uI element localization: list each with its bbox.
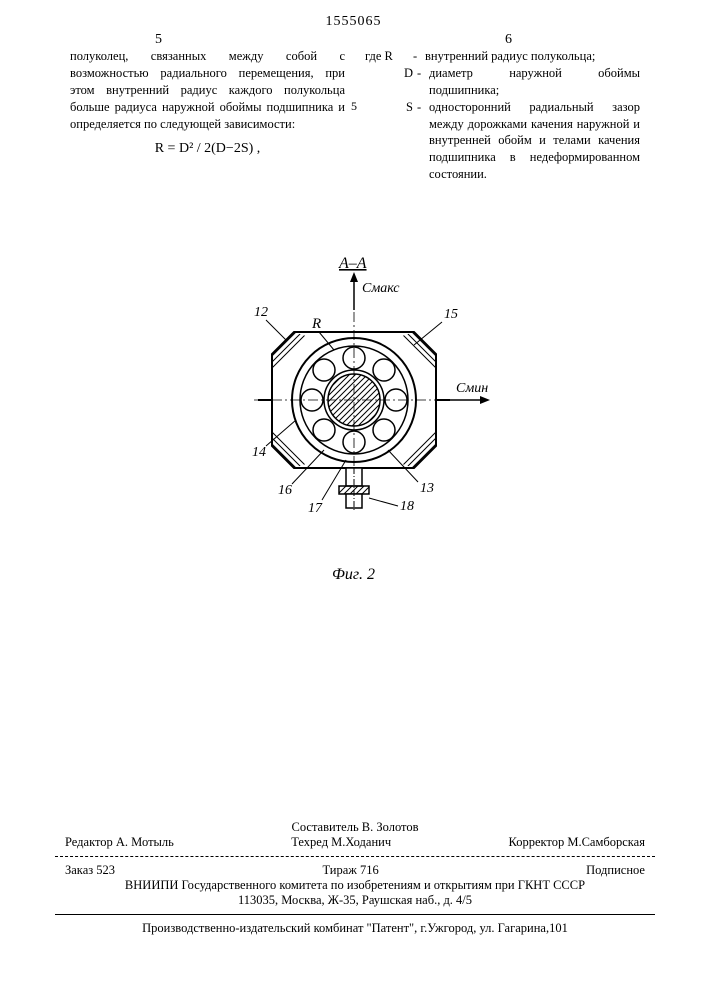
figure-svg: A–A Cмакс Cмин [174,250,534,560]
order-no: Заказ 523 [65,863,115,878]
figure-2: A–A Cмакс Cмин [0,250,707,584]
document-number: 1555065 [0,14,707,30]
techred: Техред М.Ходанич [291,835,391,850]
ref-12: 12 [254,305,268,320]
where-label: где [365,49,381,63]
ref-13: 13 [420,481,434,496]
formula: R = D² / 2(D−2S) , [70,140,345,159]
left-col-text: полуколец, связанных между собой с возмо… [70,49,345,131]
compiler-line: Составитель В. Золотов [55,820,655,835]
left-column: полуколец, связанных между собой с возмо… [70,48,345,183]
ref-14: 14 [252,445,266,460]
sym-r: R [385,49,393,63]
right-column: где R - внутренний радиус полукольца; D … [365,48,640,183]
subscription: Подписное [586,863,645,878]
r-radius-label: R [311,316,321,332]
def-d: диаметр наружной обоймы подшипника; [429,65,640,99]
figure-caption: Фиг. 2 [0,566,707,584]
sym-d: D [404,66,413,80]
ref-17: 17 [308,501,323,516]
col-num-left: 5 [155,32,162,48]
ref-15: 15 [444,307,458,322]
def-r: внутренний радиус полукольца; [425,48,640,65]
col-num-right: 6 [505,32,512,48]
editor: Редактор А. Мотыль [65,835,174,850]
section-label: A–A [338,255,367,272]
addr2: Производственно-издательский комбинат "П… [55,921,655,936]
addr1: 113035, Москва, Ж-35, Раушская наб., д. … [55,893,655,908]
line-marker-5: 5 [351,98,357,114]
cmax-label: Cмакс [362,281,400,296]
imprint-footer: Составитель В. Золотов Редактор А. Мотыл… [55,820,655,936]
cmin-label: Cмин [456,381,488,396]
ref-18: 18 [400,499,414,514]
def-s: односторонний радиальный зазор между дор… [429,99,640,183]
org-line: ВНИИПИ Государственного комитета по изоб… [55,878,655,893]
sym-s: S [406,100,413,114]
ref-16: 16 [278,483,292,498]
corrector: Корректор М.Самборская [509,835,645,850]
copies: Тираж 716 [322,863,378,878]
